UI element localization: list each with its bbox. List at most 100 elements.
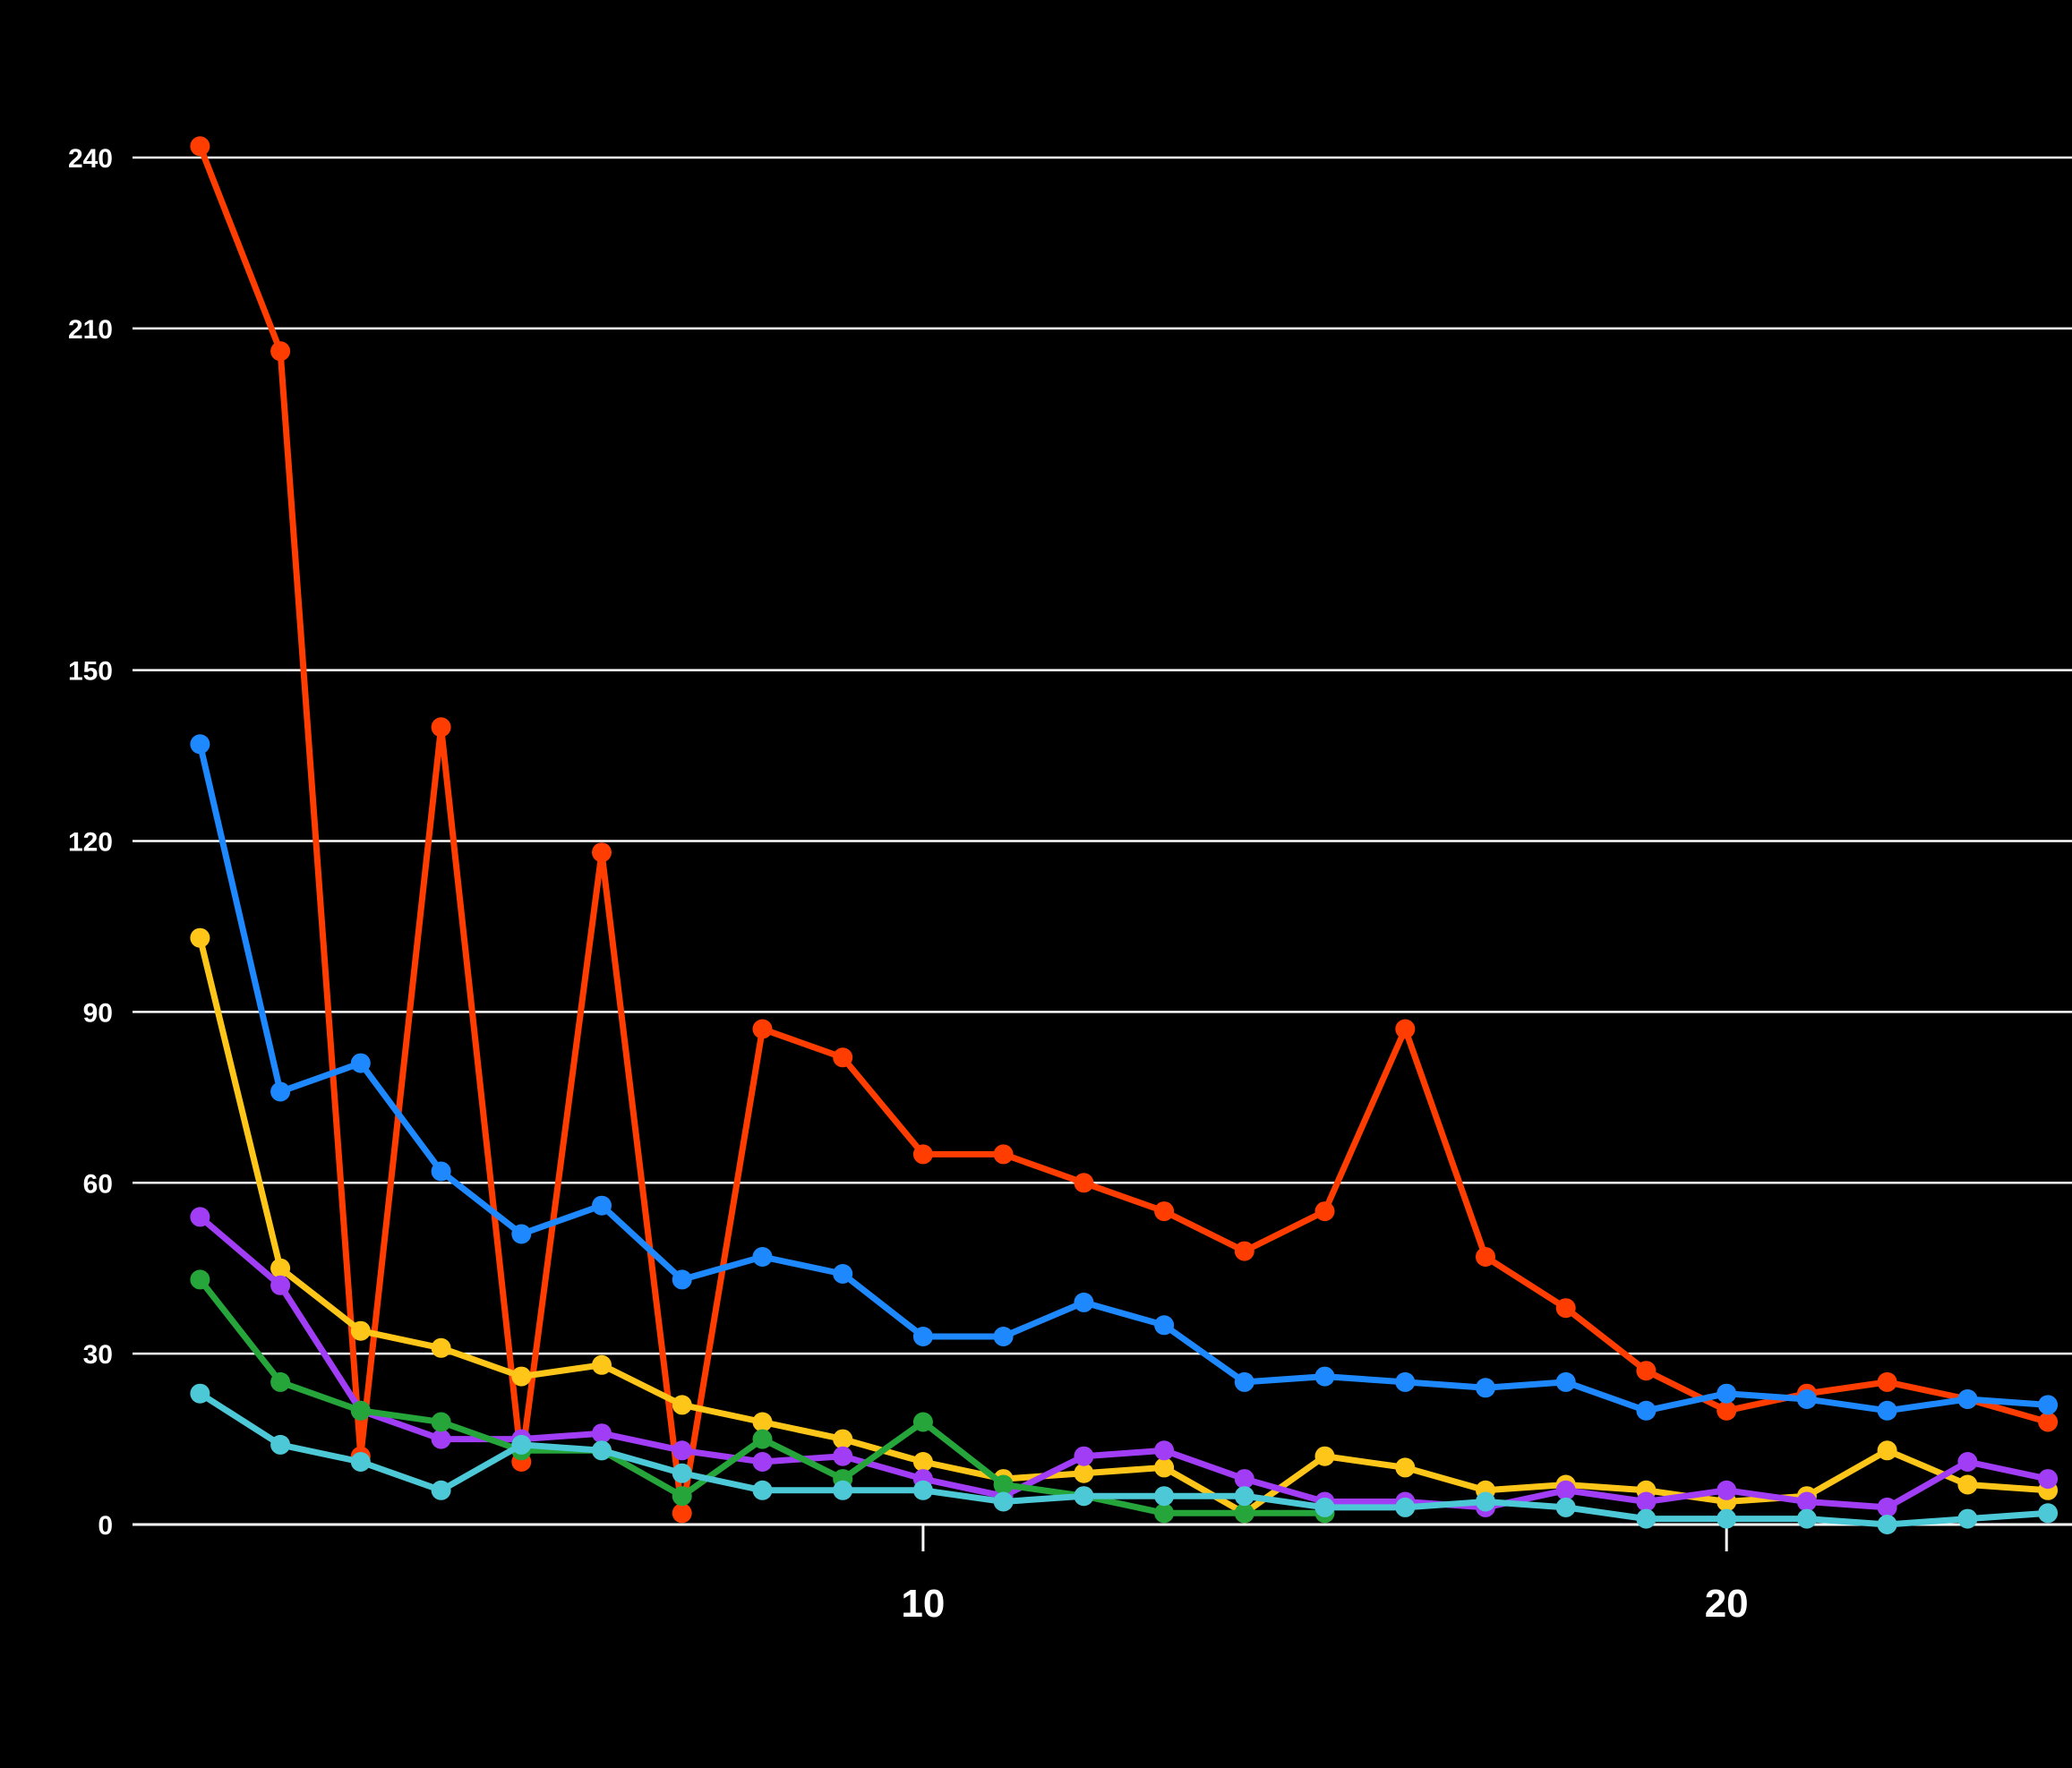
data-point (993, 1327, 1014, 1346)
data-point (1877, 1440, 1897, 1461)
data-point (190, 1383, 210, 1404)
data-point (1636, 1508, 1657, 1529)
data-point (270, 1275, 291, 1295)
series-line (196, 740, 2051, 1414)
data-point (833, 1446, 853, 1466)
data-point (592, 1354, 612, 1375)
data-point (1877, 1515, 1897, 1534)
data-point (1234, 1486, 1254, 1507)
data-point (672, 1463, 692, 1483)
data-point (1234, 1469, 1254, 1490)
data-point (1395, 1497, 1416, 1517)
data-point (1796, 1508, 1817, 1529)
series-line (196, 1213, 2051, 1511)
data-point (431, 1337, 451, 1358)
series-lines (190, 136, 2059, 1534)
data-point (350, 1400, 371, 1421)
data-point (592, 1423, 612, 1444)
data-point (1717, 1480, 1737, 1500)
data-point (1796, 1491, 1817, 1512)
data-point (833, 1047, 853, 1068)
data-point (1234, 1503, 1254, 1524)
data-point (511, 1224, 532, 1244)
data-point (2038, 1395, 2059, 1415)
y-tick-label: 30 (83, 1340, 113, 1370)
data-point (511, 1366, 532, 1387)
data-point (1074, 1173, 1094, 1193)
data-point (270, 1081, 291, 1102)
data-point (1074, 1292, 1094, 1312)
data-point (833, 1429, 853, 1449)
data-point (1154, 1486, 1175, 1507)
data-point (270, 1258, 291, 1278)
data-point (833, 1264, 853, 1284)
data-point (1636, 1491, 1657, 1512)
data-point (1957, 1452, 1978, 1472)
data-point (592, 1195, 612, 1216)
data-point (431, 1429, 451, 1449)
data-point (1476, 1378, 1495, 1398)
data-point (1154, 1201, 1175, 1222)
data-point (592, 842, 612, 863)
data-point (993, 1144, 1014, 1165)
y-tick-label: 210 (68, 315, 113, 345)
data-point (1636, 1400, 1657, 1421)
data-point (1877, 1400, 1897, 1421)
data-point (752, 1429, 773, 1449)
data-point (1476, 1247, 1495, 1267)
data-point (431, 1480, 451, 1500)
data-point (672, 1269, 692, 1290)
data-point (2038, 1412, 2059, 1432)
data-point (672, 1486, 692, 1507)
data-point (190, 136, 210, 157)
data-point (1957, 1474, 1978, 1495)
data-point (1074, 1446, 1094, 1466)
data-point (190, 734, 210, 755)
data-point (1717, 1400, 1737, 1421)
data-point (1555, 1371, 1576, 1392)
data-point (1796, 1389, 1817, 1409)
data-point (350, 1452, 371, 1472)
data-point (1234, 1241, 1254, 1261)
data-point (350, 1320, 371, 1341)
x-tick-label: 20 (1705, 1582, 1749, 1626)
data-point (190, 927, 210, 948)
data-point (1636, 1361, 1657, 1381)
y-tick-label: 150 (68, 657, 113, 687)
data-point (190, 1269, 210, 1290)
y-tick-label: 240 (68, 144, 113, 174)
data-point (270, 1371, 291, 1392)
data-point (1717, 1383, 1737, 1404)
data-point (1154, 1440, 1175, 1461)
data-point (1877, 1497, 1897, 1517)
data-point (431, 717, 451, 738)
data-point (350, 1053, 371, 1073)
data-point (1074, 1486, 1094, 1507)
data-point (431, 1161, 451, 1182)
data-point (672, 1440, 692, 1461)
data-point (2038, 1503, 2059, 1524)
data-point (1555, 1497, 1576, 1517)
x-tick-label: 10 (901, 1582, 945, 1626)
y-tick-label: 60 (83, 1169, 113, 1199)
data-point (1877, 1371, 1897, 1392)
y-axis-tick-labels: 0 30 60 90 120 150 210 240 (68, 144, 113, 1541)
data-point (1555, 1298, 1576, 1319)
data-point (752, 1480, 773, 1500)
y-tick-label: 90 (83, 998, 113, 1028)
data-point (1314, 1366, 1335, 1387)
data-point (1154, 1503, 1175, 1524)
data-point (912, 1327, 933, 1346)
data-point (2038, 1469, 2059, 1490)
data-point (1957, 1389, 1978, 1409)
data-point (752, 1412, 773, 1432)
data-point (511, 1434, 532, 1455)
data-point (1314, 1446, 1335, 1466)
data-point (1476, 1491, 1495, 1512)
series-6 (190, 1383, 2059, 1534)
data-point (1957, 1508, 1978, 1529)
data-point (912, 1412, 933, 1432)
series-line (196, 935, 2051, 1516)
